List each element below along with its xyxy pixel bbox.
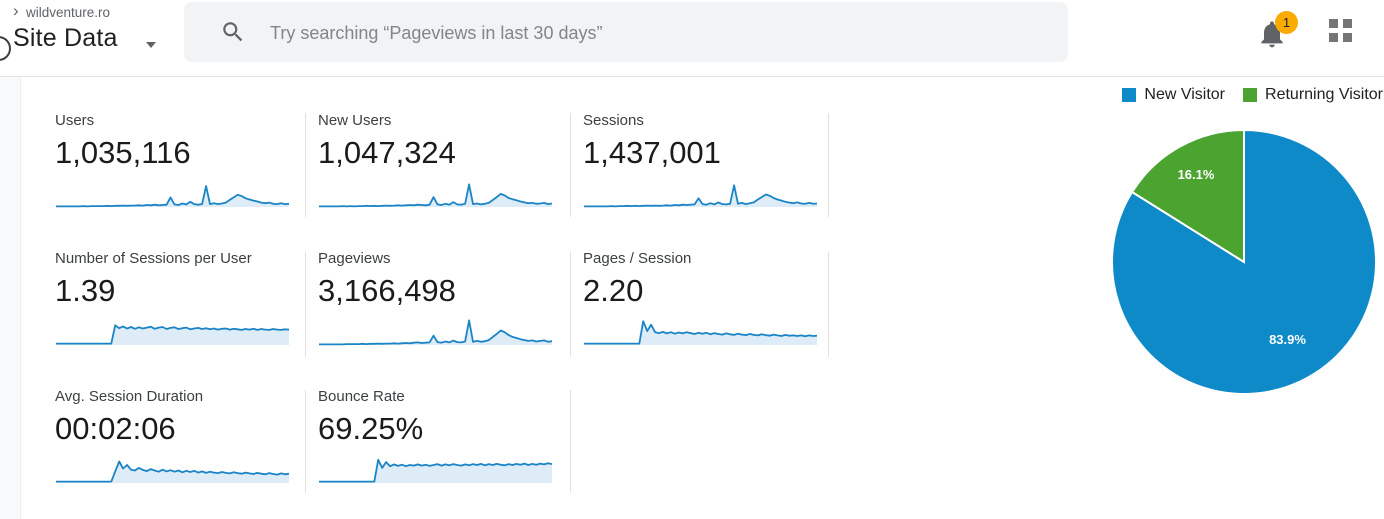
pie-slice-returning-visitor	[1130, 128, 1245, 264]
breadcrumb[interactable]: wildventure.ro	[26, 5, 111, 20]
card-divider	[570, 113, 571, 217]
card-divider	[305, 252, 306, 357]
metric-sparkline	[319, 183, 553, 208]
metric-value: 1,035,116	[55, 135, 191, 170]
metric-label: Sessions	[583, 112, 644, 129]
metric-sparkline	[584, 184, 818, 208]
metric-label: Bounce Rate	[318, 388, 405, 405]
chevron-down-icon[interactable]	[146, 42, 156, 48]
metric-sparkline	[56, 460, 290, 483]
metric-card-pages-per-session: Pages / Session 2.20	[583, 250, 818, 350]
card-divider	[828, 252, 829, 357]
search-input[interactable]	[268, 2, 1052, 64]
metric-value: 1,437,001	[583, 135, 721, 170]
pie-legend: New Visitor Returning Visitor	[1104, 86, 1383, 104]
metric-sparkline	[56, 185, 290, 208]
legend-label: New Visitor	[1144, 86, 1226, 103]
search-icon	[223, 22, 243, 42]
breadcrumb-chevron-icon: ›	[13, 1, 19, 20]
metric-sparkline	[56, 324, 290, 345]
metric-card-new-users: New Users 1,047,324	[318, 112, 553, 212]
pie-slice-label: 83.9%	[1269, 332, 1306, 347]
apps-grid-icon[interactable]	[1329, 19, 1352, 42]
card-divider	[570, 252, 571, 357]
pie-slice-label: 16.1%	[1178, 167, 1215, 182]
view-selector[interactable]: Site Data	[13, 24, 118, 52]
card-divider	[828, 113, 829, 217]
metric-value: 1,047,324	[318, 135, 456, 170]
metric-card-avg-session-duration: Avg. Session Duration 00:02:06	[55, 388, 290, 488]
analytics-logo-icon	[0, 36, 11, 61]
metric-card-sessions: Sessions 1,437,001	[583, 112, 818, 212]
metric-card-users: Users 1,035,116	[55, 112, 290, 212]
metric-value: 00:02:06	[55, 411, 176, 446]
legend-label: Returning Visitor	[1265, 86, 1383, 103]
metric-sparkline	[584, 320, 818, 345]
card-divider	[570, 390, 571, 493]
notification-badge: 1	[1275, 11, 1298, 34]
metric-label: Number of Sessions per User	[55, 250, 252, 267]
card-divider	[305, 390, 306, 493]
visitor-pie-chart: 83.9% 16.1%	[1094, 112, 1384, 412]
notifications-button[interactable]: 1	[1256, 11, 1302, 58]
metric-value: 3,166,498	[318, 273, 456, 308]
legend-swatch	[1243, 88, 1258, 102]
metric-value: 1.39	[55, 273, 116, 308]
metric-label: Avg. Session Duration	[55, 388, 204, 405]
metric-label: New Users	[318, 112, 392, 129]
metric-sparkline	[319, 319, 553, 346]
metric-sparkline	[319, 458, 553, 483]
search-bar[interactable]	[184, 2, 1068, 64]
metric-card-bounce-rate: Bounce Rate 69.25%	[318, 388, 553, 488]
card-divider	[305, 113, 306, 217]
metric-label: Pageviews	[318, 250, 391, 267]
metric-label: Pages / Session	[583, 250, 692, 267]
legend-item-returning-visitor: Returning Visitor	[1243, 86, 1383, 104]
metric-card-pageviews: Pageviews 3,166,498	[318, 250, 553, 350]
metric-label: Users	[55, 112, 95, 129]
collapsed-sidebar	[0, 77, 21, 519]
metric-value: 2.20	[583, 273, 644, 308]
metric-value: 69.25%	[318, 411, 424, 446]
top-header: › wildventure.ro Site Data 1	[0, 0, 1384, 77]
metric-card-sessions-per-user: Number of Sessions per User 1.39	[55, 250, 290, 350]
legend-item-new-visitor: New Visitor	[1122, 86, 1225, 104]
legend-swatch	[1122, 88, 1137, 102]
